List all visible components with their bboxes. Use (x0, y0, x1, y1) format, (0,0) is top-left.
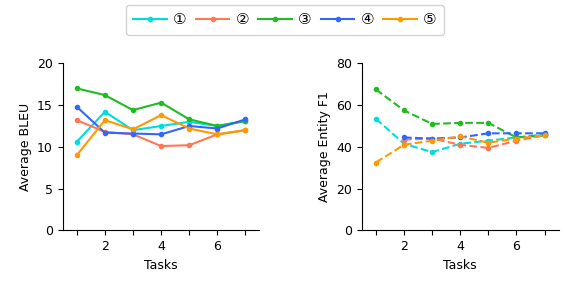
② (158, 144, 165, 148)
⑤ (513, 137, 520, 140)
Line: ④: ④ (75, 105, 247, 137)
① (401, 142, 408, 145)
② (429, 137, 435, 140)
③ (457, 121, 463, 125)
① (158, 124, 165, 128)
② (541, 134, 548, 137)
Line: ⑤: ⑤ (374, 133, 547, 165)
③ (429, 122, 435, 126)
④ (101, 131, 108, 134)
② (129, 132, 136, 136)
③ (158, 101, 165, 104)
Line: ②: ② (402, 133, 547, 150)
① (186, 120, 193, 124)
② (485, 146, 492, 150)
⑤ (129, 128, 136, 131)
④ (158, 132, 165, 136)
② (74, 118, 80, 122)
① (214, 124, 221, 128)
X-axis label: Tasks: Tasks (443, 259, 477, 272)
⑤ (101, 118, 108, 122)
④ (214, 127, 221, 130)
⑤ (158, 113, 165, 117)
③ (541, 134, 548, 137)
Y-axis label: Average Entity F1: Average Entity F1 (317, 92, 331, 202)
② (186, 143, 193, 147)
③ (485, 121, 492, 125)
Legend: ①, ②, ③, ④, ⑤: ①, ②, ③, ④, ⑤ (125, 5, 445, 35)
② (513, 139, 520, 142)
① (242, 119, 249, 123)
⑤ (541, 134, 548, 137)
③ (401, 109, 408, 112)
⑤ (457, 135, 463, 138)
③ (74, 87, 80, 90)
⑤ (372, 161, 379, 164)
④ (242, 118, 249, 121)
④ (186, 124, 193, 128)
① (129, 128, 136, 132)
④ (485, 132, 492, 135)
⑤ (242, 128, 249, 132)
② (457, 143, 463, 147)
① (372, 117, 379, 120)
③ (242, 119, 249, 123)
④ (513, 132, 520, 135)
⑤ (214, 132, 221, 136)
④ (541, 132, 548, 135)
② (101, 130, 108, 134)
⑤ (429, 139, 435, 142)
Line: ⑤: ⑤ (75, 113, 247, 157)
① (457, 142, 463, 145)
③ (101, 93, 108, 97)
Y-axis label: Average BLEU: Average BLEU (19, 103, 31, 191)
Line: ④: ④ (402, 131, 547, 141)
① (541, 132, 548, 136)
① (429, 150, 435, 154)
X-axis label: Tasks: Tasks (144, 259, 178, 272)
② (214, 132, 221, 136)
③ (129, 108, 136, 112)
④ (457, 136, 463, 139)
① (513, 136, 520, 139)
④ (74, 105, 80, 109)
④ (429, 137, 435, 140)
① (485, 139, 492, 142)
Line: ①: ① (75, 110, 247, 144)
① (74, 140, 80, 144)
① (101, 110, 108, 113)
② (242, 128, 249, 132)
Line: ②: ② (75, 118, 247, 148)
③ (214, 124, 221, 128)
⑤ (485, 141, 492, 144)
③ (372, 88, 379, 91)
⑤ (186, 127, 193, 130)
④ (129, 132, 136, 135)
② (401, 138, 408, 141)
⑤ (401, 143, 408, 147)
Line: ③: ③ (374, 87, 547, 140)
③ (186, 118, 193, 121)
Line: ①: ① (374, 117, 547, 154)
③ (513, 136, 520, 139)
⑤ (74, 154, 80, 157)
④ (401, 136, 408, 139)
Line: ③: ③ (75, 86, 247, 128)
